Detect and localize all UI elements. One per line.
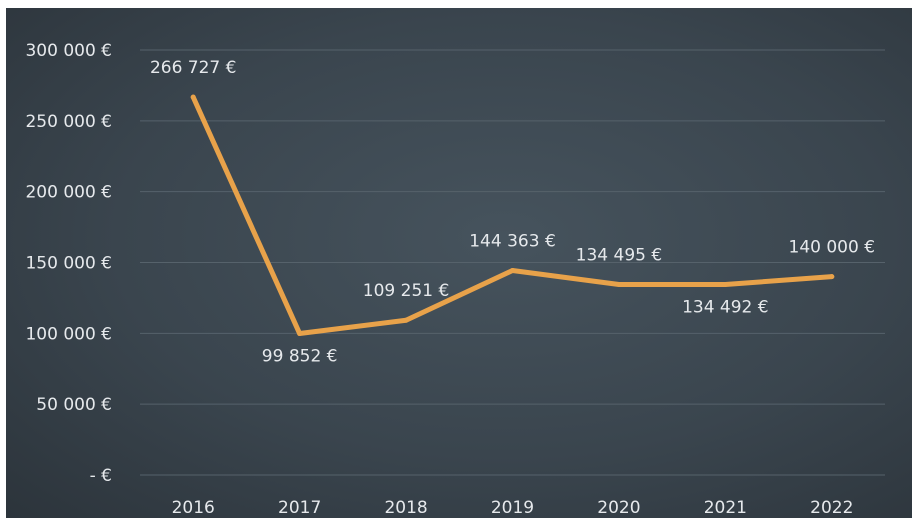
data-point	[616, 281, 622, 287]
data-label: 266 727 €	[150, 58, 237, 78]
data-label: 99 852 €	[262, 347, 338, 367]
data-label: 109 251 €	[363, 281, 450, 301]
data-point	[190, 94, 196, 100]
x-tick-label: 2022	[810, 498, 853, 518]
y-tick-label: 300 000 €	[25, 41, 112, 61]
data-point	[510, 267, 515, 273]
data-label: 144 363 €	[469, 231, 556, 251]
data-point	[829, 274, 835, 280]
y-tick-label: 200 000 €	[25, 183, 112, 203]
y-tick-label: 250 000 €	[25, 112, 112, 132]
data-point	[403, 317, 409, 323]
y-tick-label: 100 000 €	[25, 324, 112, 344]
y-tick-label: - €	[90, 466, 112, 486]
data-label: 134 492 €	[682, 297, 769, 317]
y-tick-label: 50 000 €	[36, 395, 112, 415]
data-label: 140 000 €	[789, 238, 876, 258]
x-tick-label: 2020	[597, 498, 640, 518]
x-tick-label: 2019	[491, 498, 534, 518]
x-tick-label: 2017	[278, 498, 321, 518]
data-point	[297, 331, 303, 337]
x-tick-label: 2021	[704, 498, 747, 518]
x-tick-label: 2016	[172, 498, 215, 518]
data-label: 134 495 €	[576, 245, 663, 265]
x-tick-label: 2018	[384, 498, 427, 518]
data-point	[722, 281, 728, 287]
y-tick-label: 150 000 €	[25, 254, 112, 274]
